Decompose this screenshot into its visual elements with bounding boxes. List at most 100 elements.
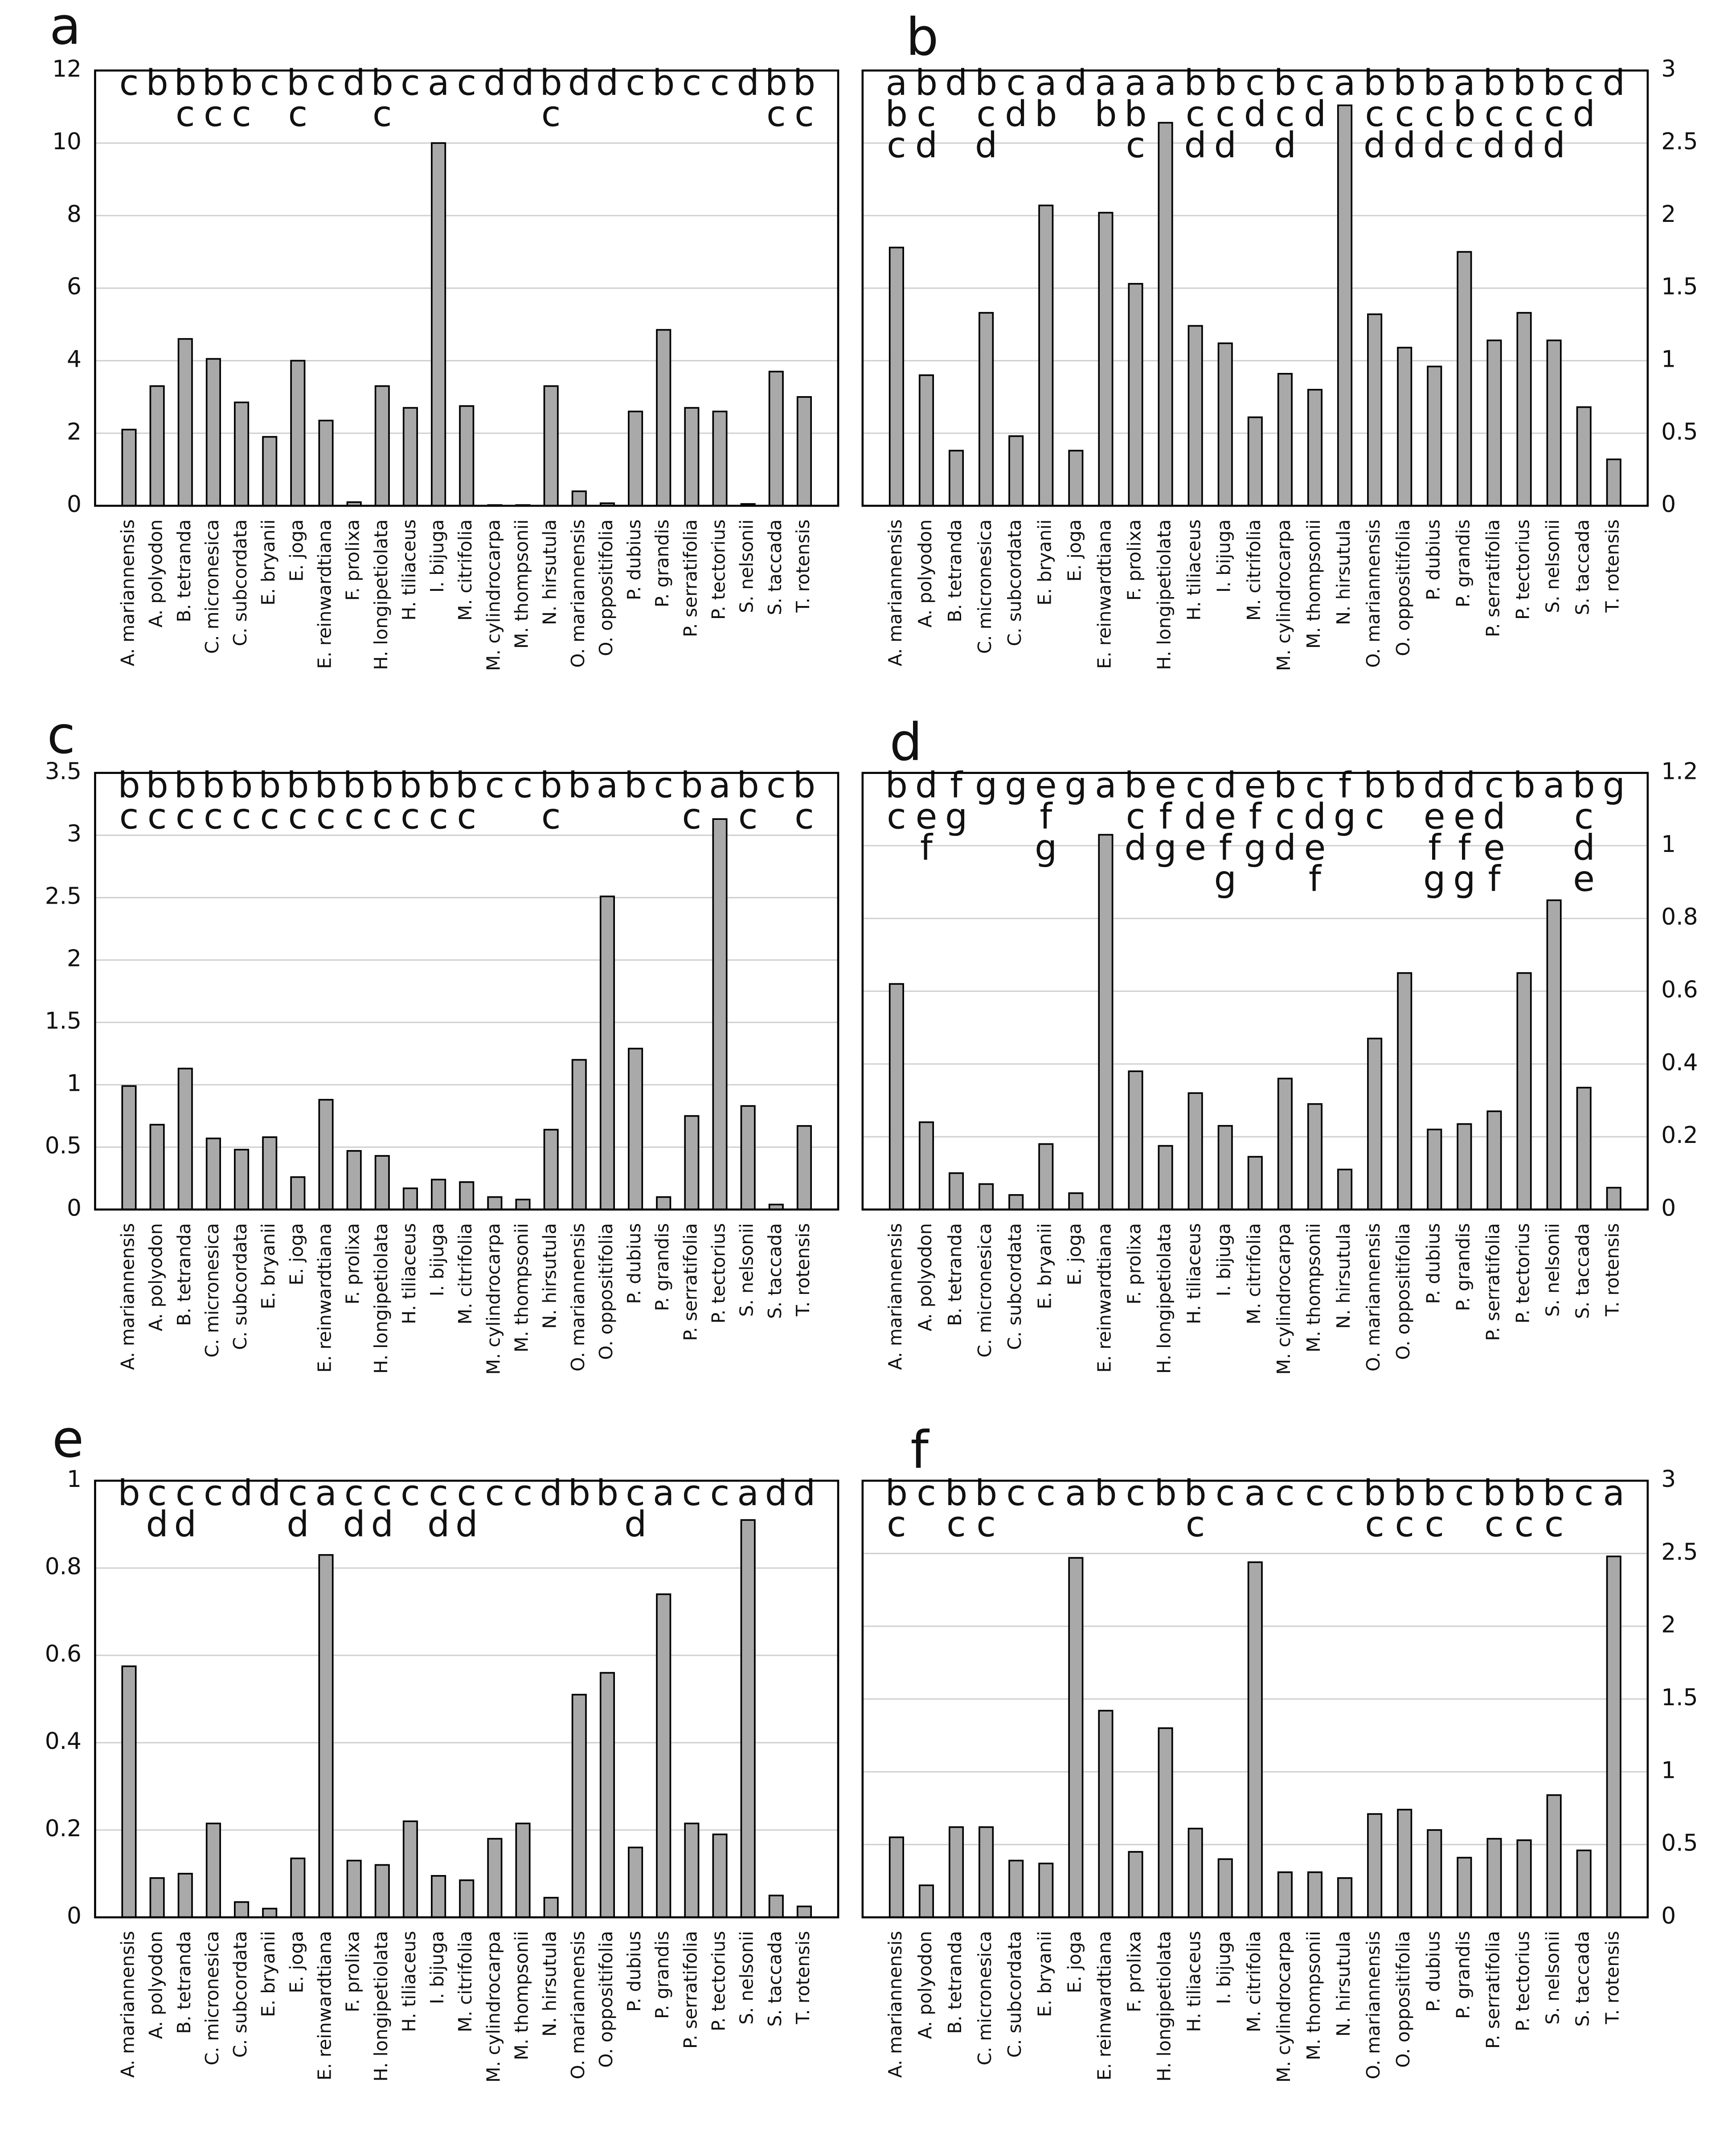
bar xyxy=(1277,373,1293,507)
bar xyxy=(1337,1877,1353,1918)
significance-letter: b xyxy=(230,765,253,806)
x-tick-label: T. rotensis xyxy=(792,1931,814,2024)
x-tick-label: H. tiliaceus xyxy=(1183,1223,1205,1324)
significance-letter: c xyxy=(457,62,476,103)
bar xyxy=(262,436,278,507)
bar xyxy=(431,1875,446,1918)
significance-letter: d xyxy=(915,765,938,806)
bar xyxy=(796,396,812,507)
significance-letter: c xyxy=(1216,1473,1235,1514)
significance-letter: c xyxy=(1365,1504,1384,1545)
x-tick-label: O. mariannensis xyxy=(567,1223,589,1371)
bar xyxy=(712,1834,728,1918)
significance-letter: d xyxy=(596,62,618,103)
y-tick-label: 0.5 xyxy=(1661,418,1698,445)
significance-letter: b xyxy=(1124,765,1146,806)
significance-letter: g xyxy=(1035,827,1057,868)
x-tick-label: P. dubius xyxy=(1422,520,1444,601)
significance-letter: d xyxy=(945,62,967,103)
y-tick-label: 6 xyxy=(67,274,82,300)
significance-letter: d xyxy=(1184,125,1207,166)
significance-letter: b xyxy=(885,765,908,806)
significance-letter: b xyxy=(371,62,393,103)
significance-letter: b xyxy=(624,765,647,806)
bar xyxy=(888,1836,904,1918)
significance-letter: c xyxy=(147,796,167,837)
x-tick-label: P. dubius xyxy=(1422,1931,1444,2012)
significance-letter: b xyxy=(146,765,168,806)
bar xyxy=(1367,1037,1383,1211)
bar xyxy=(1158,1727,1173,1918)
y-tick-label: 0 xyxy=(67,1903,82,1929)
bar xyxy=(1008,435,1024,507)
bar xyxy=(628,410,643,507)
significance-letter: c xyxy=(626,1473,645,1514)
x-tick-label: E. reinwardtiana xyxy=(314,1223,336,1373)
x-tick-label: I. bijuga xyxy=(1213,1931,1235,2004)
significance-letter: d xyxy=(1065,62,1087,103)
bar xyxy=(628,1846,643,1918)
significance-letter: d xyxy=(1274,125,1296,166)
x-tick-label: S. nelsonii xyxy=(1542,520,1564,613)
x-tick-label: H. tiliaceus xyxy=(1183,520,1205,621)
significance-letter: b xyxy=(1483,62,1505,103)
x-tick-label: O. oppositifolia xyxy=(595,520,617,656)
bar xyxy=(234,1901,250,1918)
significance-letter: b xyxy=(915,62,938,103)
y-tick-label: 0 xyxy=(1661,491,1676,518)
x-tick-label: T. rotensis xyxy=(1602,1931,1623,2024)
significance-letter: c xyxy=(766,765,786,806)
bar xyxy=(543,1129,559,1211)
significance-letter: c xyxy=(1186,94,1205,135)
significance-letter: e xyxy=(1424,796,1445,837)
x-tick-label: P. tectorius xyxy=(708,520,729,620)
significance-letter: d xyxy=(915,125,938,166)
significance-letter: a xyxy=(1334,62,1355,103)
bar xyxy=(656,329,671,507)
significance-letter: f xyxy=(1309,859,1322,900)
panel-label: f xyxy=(910,1421,929,1480)
significance-letter: c xyxy=(626,62,645,103)
significance-letter: a xyxy=(1543,765,1564,806)
significance-letter: d xyxy=(512,62,534,103)
panel-label: a xyxy=(49,0,81,57)
bar xyxy=(684,1115,700,1211)
x-tick-label: N. hirsutula xyxy=(539,1223,561,1329)
x-tick-label: M. cylindrocarpa xyxy=(483,1931,504,2082)
y-tick-label: 1 xyxy=(67,1070,82,1097)
y-tick-label: 2.5 xyxy=(1661,1539,1698,1565)
x-tick-label: H. longipetiolata xyxy=(370,520,392,670)
y-tick-label: 2.5 xyxy=(1661,128,1698,155)
bar xyxy=(949,1172,964,1211)
x-tick-label: A. mariannensis xyxy=(884,1223,906,1370)
significance-letter: c xyxy=(401,62,420,103)
significance-letter: c xyxy=(917,1473,936,1514)
bar xyxy=(1367,313,1383,507)
significance-letter: d xyxy=(1603,62,1625,103)
significance-letter: c xyxy=(1126,125,1146,166)
x-tick-label: O. mariannensis xyxy=(1363,520,1384,668)
bar xyxy=(1516,972,1532,1211)
significance-letter: c xyxy=(147,1473,167,1514)
x-tick-label: T. rotensis xyxy=(1602,1223,1623,1317)
significance-letter: d xyxy=(258,1473,281,1514)
bar xyxy=(1307,1103,1323,1211)
bar xyxy=(1128,1070,1143,1211)
x-tick-label: C. subcordata xyxy=(1004,1223,1025,1350)
x-tick-label: A. polyodon xyxy=(145,1931,167,2039)
y-tick-label: 3.5 xyxy=(45,758,82,785)
x-tick-label: A. mariannensis xyxy=(117,520,138,667)
y-tick-label: 1 xyxy=(1661,1757,1676,1784)
plot-frame xyxy=(94,772,839,1211)
significance-letter: b xyxy=(1513,62,1535,103)
significance-letter: c xyxy=(710,1473,730,1514)
x-tick-label: S. nelsonii xyxy=(736,520,757,613)
plot-frame xyxy=(861,1479,1649,1919)
significance-letter: c xyxy=(946,1504,966,1545)
bar xyxy=(543,1897,559,1918)
bar xyxy=(1277,1077,1293,1211)
x-tick-label: O. oppositifolia xyxy=(1392,1223,1414,1360)
significance-letter: c xyxy=(232,796,251,837)
significance-letter: b xyxy=(793,765,815,806)
bar xyxy=(431,1179,446,1211)
